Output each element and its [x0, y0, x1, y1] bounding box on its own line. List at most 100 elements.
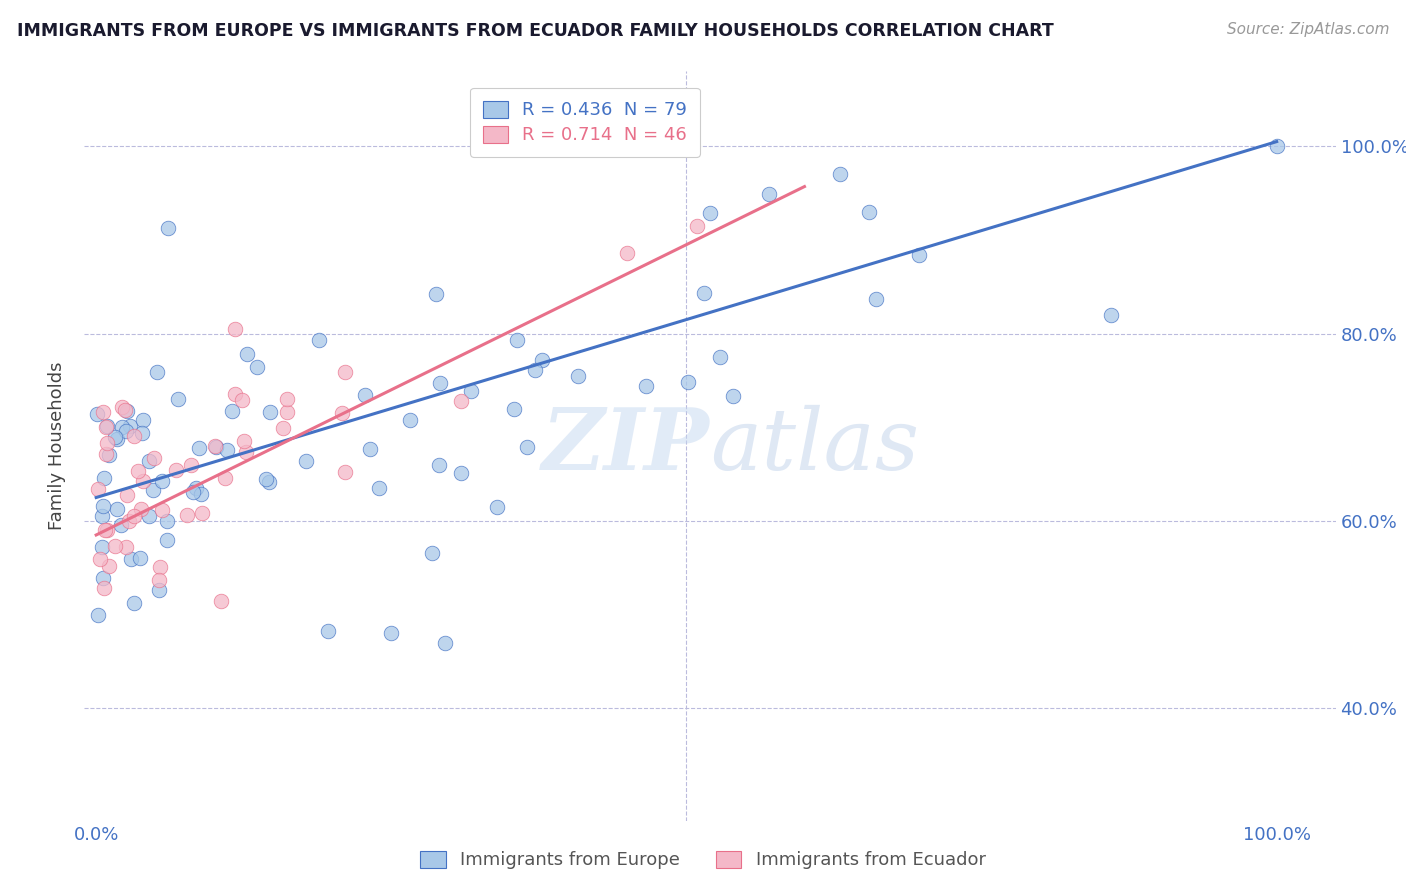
Point — [676, 375, 699, 389]
Point — [124, 596, 146, 610]
Point — [128, 551, 150, 566]
Point — [148, 582, 170, 597]
Point — [399, 413, 422, 427]
Point — [93, 471, 115, 485]
Point — [427, 458, 450, 472]
Point — [86, 407, 108, 421]
Point — [94, 420, 117, 434]
Point — [1099, 308, 1122, 322]
Point — [246, 359, 269, 374]
Legend: R = 0.436  N = 79, R = 0.714  N = 46: R = 0.436 N = 79, R = 0.714 N = 46 — [470, 88, 700, 157]
Point — [87, 482, 110, 496]
Point — [91, 405, 114, 419]
Point — [114, 424, 136, 438]
Point — [485, 500, 508, 514]
Point — [214, 470, 236, 484]
Point — [908, 247, 931, 261]
Point — [114, 402, 136, 417]
Point — [91, 571, 114, 585]
Point — [150, 502, 173, 516]
Point — [758, 187, 780, 202]
Point — [616, 246, 638, 260]
Point — [131, 425, 153, 440]
Point — [110, 518, 132, 533]
Point — [94, 447, 117, 461]
Point — [90, 509, 112, 524]
Point — [155, 514, 177, 528]
Point — [115, 403, 138, 417]
Point — [433, 636, 456, 650]
Point — [98, 448, 121, 462]
Point — [96, 435, 118, 450]
Point — [531, 353, 554, 368]
Point — [191, 506, 214, 520]
Point — [221, 404, 243, 418]
Point — [90, 541, 112, 555]
Point — [425, 287, 447, 301]
Point — [176, 508, 198, 523]
Point — [142, 451, 165, 466]
Point — [231, 393, 253, 408]
Point — [104, 430, 127, 444]
Point — [359, 442, 381, 457]
Point — [295, 453, 318, 467]
Point — [503, 401, 526, 416]
Point — [98, 559, 121, 574]
Point — [89, 552, 111, 566]
Point — [271, 420, 294, 434]
Point — [259, 405, 281, 419]
Point — [686, 219, 709, 234]
Point — [148, 560, 170, 574]
Point — [865, 292, 887, 306]
Point — [236, 347, 259, 361]
Point — [224, 386, 246, 401]
Point — [122, 508, 145, 523]
Point — [693, 286, 716, 301]
Point — [118, 514, 141, 528]
Point — [450, 393, 472, 408]
Point — [505, 333, 527, 347]
Point — [429, 376, 451, 390]
Point — [333, 465, 356, 479]
Point — [276, 392, 298, 406]
Point — [276, 405, 298, 419]
Point — [87, 607, 110, 622]
Point — [124, 429, 146, 443]
Text: IMMIGRANTS FROM EUROPE VS IMMIGRANTS FROM ECUADOR FAMILY HOUSEHOLDS CORRELATION : IMMIGRANTS FROM EUROPE VS IMMIGRANTS FRO… — [17, 22, 1053, 40]
Point — [699, 206, 721, 220]
Point — [132, 474, 155, 488]
Point — [420, 545, 443, 559]
Point — [105, 432, 128, 446]
Point — [94, 523, 117, 537]
Point — [184, 481, 207, 495]
Point — [115, 541, 138, 555]
Point — [156, 533, 179, 547]
Point — [132, 413, 155, 427]
Point — [634, 379, 657, 393]
Point — [180, 458, 202, 472]
Point — [110, 400, 132, 414]
Point — [166, 463, 188, 477]
Point — [190, 487, 212, 501]
Point — [215, 442, 238, 457]
Point — [107, 502, 129, 516]
Point — [368, 481, 391, 495]
Point — [142, 483, 165, 497]
Point — [96, 419, 118, 434]
Point — [333, 365, 356, 379]
Point — [204, 439, 226, 453]
Point — [460, 384, 482, 398]
Point — [118, 418, 141, 433]
Point — [91, 499, 114, 513]
Point — [209, 594, 232, 608]
Point — [523, 363, 546, 377]
Text: atlas: atlas — [710, 405, 920, 487]
Point — [146, 365, 169, 379]
Point — [254, 472, 277, 486]
Point — [120, 552, 142, 566]
Point — [723, 389, 745, 403]
Point — [709, 351, 731, 365]
Point — [828, 167, 851, 181]
Point — [187, 441, 209, 455]
Point — [115, 488, 138, 502]
